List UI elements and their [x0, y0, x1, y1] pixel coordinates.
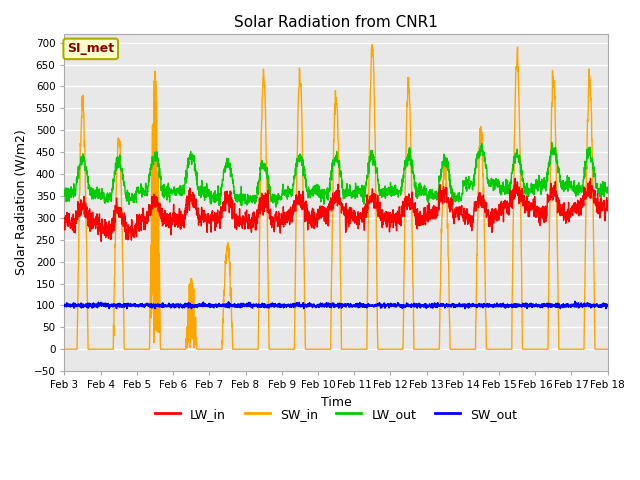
SW_in	[212, 347, 220, 352]
SW_in	[604, 347, 611, 352]
SW_in	[571, 347, 579, 352]
LW_out	[548, 140, 556, 145]
LW_in	[572, 207, 579, 213]
LW_in	[352, 216, 360, 222]
LW_out	[604, 190, 611, 196]
SW_in	[369, 42, 376, 48]
Y-axis label: Solar Radiation (W/m2): Solar Radiation (W/m2)	[15, 130, 28, 276]
SW_out	[61, 302, 68, 308]
LW_out	[364, 173, 371, 179]
LW_in	[556, 209, 564, 215]
SW_out	[604, 302, 611, 308]
LW_in	[494, 211, 502, 216]
LW_in	[364, 204, 371, 210]
Text: SI_met: SI_met	[67, 42, 115, 55]
Line: SW_in: SW_in	[65, 45, 607, 349]
LW_out	[61, 193, 68, 199]
LW_in	[212, 218, 220, 224]
Line: SW_out: SW_out	[65, 301, 607, 309]
LW_out	[352, 182, 360, 188]
SW_out	[364, 302, 371, 308]
Line: LW_in: LW_in	[65, 179, 607, 241]
Legend: LW_in, SW_in, LW_out, SW_out: LW_in, SW_in, LW_out, SW_out	[150, 403, 522, 426]
SW_out	[212, 302, 220, 308]
SW_out	[494, 302, 502, 308]
Title: Solar Radiation from CNR1: Solar Radiation from CNR1	[234, 15, 438, 30]
LW_in	[511, 176, 519, 181]
LW_out	[556, 180, 564, 185]
SW_in	[364, 298, 371, 304]
SW_out	[571, 299, 579, 304]
SW_out	[113, 306, 120, 312]
LW_in	[604, 198, 611, 204]
LW_out	[572, 191, 579, 196]
SW_out	[572, 304, 579, 310]
SW_out	[556, 304, 564, 310]
LW_out	[212, 195, 220, 201]
SW_in	[61, 347, 68, 352]
X-axis label: Time: Time	[321, 396, 351, 408]
LW_out	[494, 178, 502, 183]
SW_in	[494, 347, 502, 352]
SW_out	[352, 303, 360, 309]
SW_in	[556, 347, 564, 352]
LW_out	[272, 204, 280, 210]
Line: LW_out: LW_out	[65, 143, 607, 207]
LW_in	[97, 239, 105, 244]
SW_in	[352, 347, 360, 352]
LW_in	[61, 219, 68, 225]
